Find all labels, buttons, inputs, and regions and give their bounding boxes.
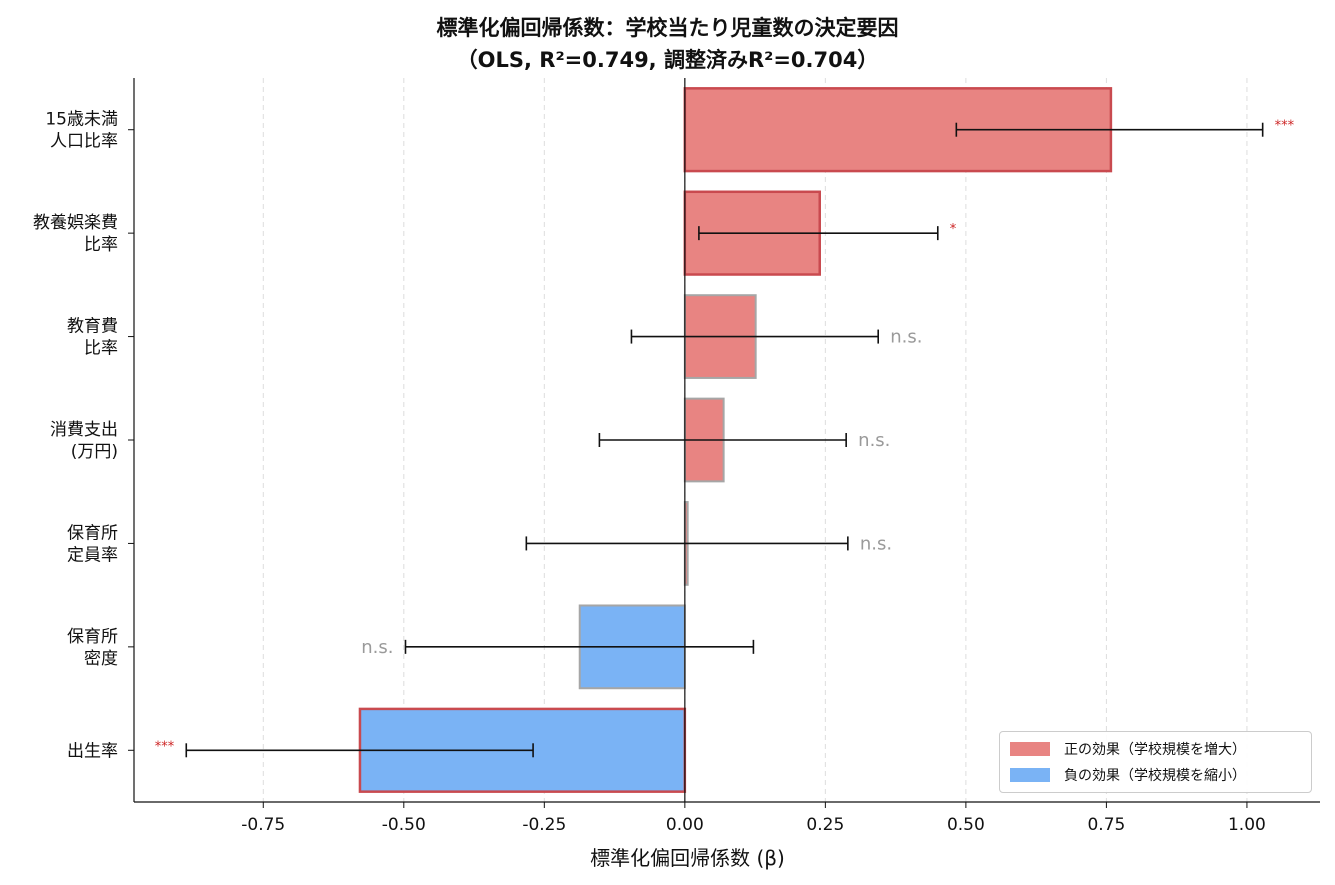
legend-swatch-negative [1010,768,1050,782]
significance-label-3: n.s. [858,430,890,451]
category-label-4-1: 定員率 [67,545,118,565]
chart-title-line1: 標準化偏回帰係数：学校当たり児童数の決定要因 [436,16,899,40]
legend-swatch-positive [1010,742,1050,756]
significance-label-4: n.s. [860,533,892,554]
category-label-3-1: (万円) [71,442,118,462]
legend-label-positive: 正の効果（学校規模を増大） [1064,742,1246,758]
chart-title-line2: （OLS, R²=0.749, 調整済みR²=0.704） [456,48,879,72]
legend-item-negative: 負の効果（学校規模を縮小） [1010,764,1246,786]
x-tick-label-4: 0.25 [806,815,844,835]
category-label-1-1: 比率 [84,235,118,255]
category-label-5-0: 保育所 [67,627,118,647]
category-label-6-0: 出生率 [67,741,118,761]
significance-label-5: n.s. [361,637,393,658]
labels: -0.75 -0.50 -0.25 0.00 0.25 0.50 0.75 1.00 15歳未満… [33,110,1295,835]
x-tick-label-2: -0.25 [522,815,566,835]
legend-item-positive: 正の効果（学校規模を増大） [1010,738,1246,760]
category-label-0-1: 人口比率 [50,132,118,152]
significance-label-2: n.s. [890,327,922,348]
category-label-0-0: 15歳未満 [45,110,118,130]
category-label-2-0: 教育費 [67,317,118,337]
significance-label-1: * [950,222,957,237]
category-label-3-0: 消費支出 [50,420,118,440]
significance-label-0: *** [1275,119,1295,134]
x-tick-label-0: -0.75 [241,815,285,835]
x-axis-label: 標準化偏回帰係数 (β) [590,846,785,870]
legend-label-negative: 負の効果（学校規模を縮小） [1064,768,1246,784]
x-tick-label-7: 1.00 [1228,815,1266,835]
legend: 正の効果（学校規模を増大） 負の効果（学校規模を縮小） [999,731,1312,793]
significance-label-6: *** [155,739,175,754]
category-label-5-1: 密度 [84,649,118,669]
x-tick-label-5: 0.50 [947,815,985,835]
error-bars [185,122,1264,758]
category-label-1-0: 教養娯楽費 [33,213,118,233]
category-label-2-1: 比率 [84,339,118,359]
x-tick-label-1: -0.50 [382,815,426,835]
x-tick-label-6: 0.75 [1087,815,1125,835]
category-label-4-0: 保育所 [67,523,118,543]
x-tick-label-3: 0.00 [666,815,704,835]
